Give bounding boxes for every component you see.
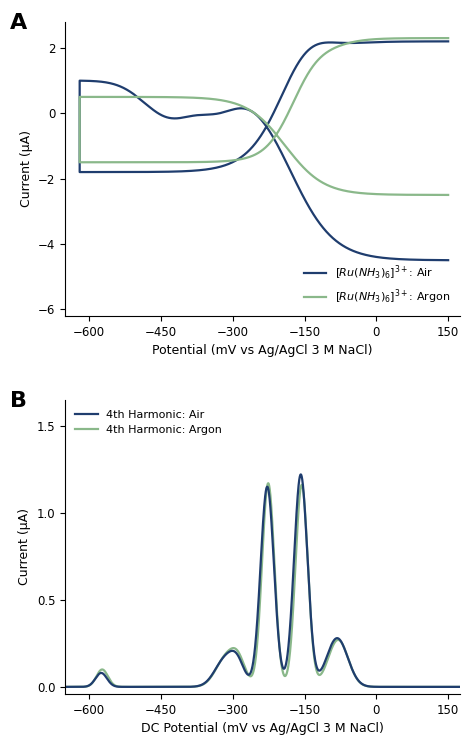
Y-axis label: Current (μA): Current (μA) [19, 130, 33, 207]
X-axis label: Potential (mV vs Ag/AgCl 3 M NaCl): Potential (mV vs Ag/AgCl 3 M NaCl) [153, 344, 373, 357]
Text: B: B [10, 391, 27, 411]
Legend: 4th Harmonic: Air, 4th Harmonic: Argon: 4th Harmonic: Air, 4th Harmonic: Argon [71, 405, 227, 440]
Y-axis label: Current (μA): Current (μA) [18, 509, 31, 585]
X-axis label: DC Potential (mV vs Ag/AgCl 3 M NaCl): DC Potential (mV vs Ag/AgCl 3 M NaCl) [141, 722, 384, 735]
Text: A: A [10, 13, 27, 33]
Legend: $[Ru(NH_3)_6]^{3+}$: Air, $[Ru(NH_3)_6]^{3+}$: Argon: $[Ru(NH_3)_6]^{3+}$: Air, $[Ru(NH_3)_6]^… [299, 259, 455, 310]
